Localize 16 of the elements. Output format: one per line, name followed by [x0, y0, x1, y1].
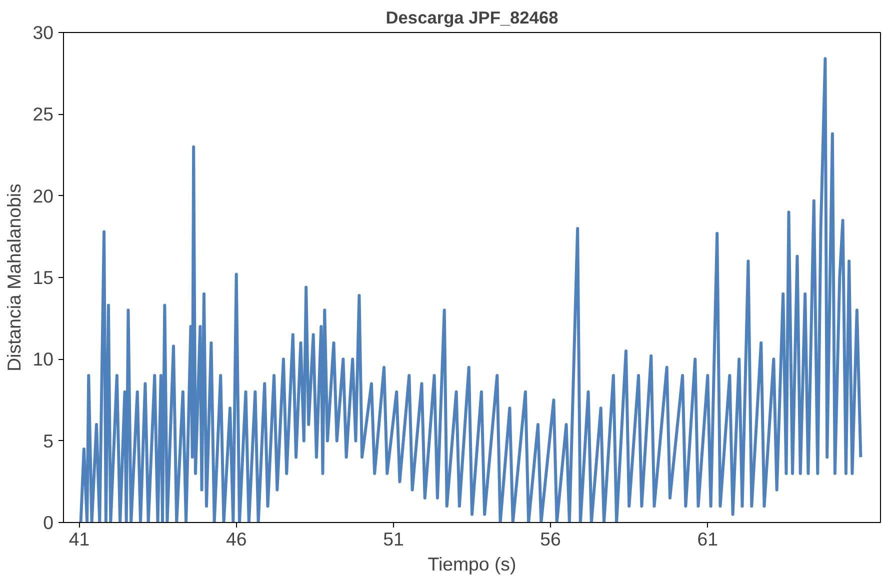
y-tick-label: 10	[32, 348, 54, 370]
y-tick-label: 20	[32, 185, 54, 206]
x-tick-label: 61	[697, 528, 718, 550]
x-tick-label: 51	[383, 528, 404, 550]
line-series	[79, 57, 862, 522]
y-tick-label: 25	[32, 104, 54, 125]
y-tick-label: 30	[32, 22, 54, 43]
y-tick-label: 5	[43, 430, 54, 452]
x-tick-label: 41	[68, 528, 90, 550]
x-tick-label: 56	[540, 528, 561, 550]
x-axis-title: Tiempo (s)	[428, 554, 516, 574]
chart-title: Descarga JPF_82468	[386, 8, 559, 28]
y-tick-label: 15	[32, 267, 54, 288]
y-tick-label: 0	[43, 512, 54, 533]
x-tick-label: 46	[226, 528, 247, 550]
y-axis-title: Distancia Mahalanobis	[4, 184, 25, 372]
